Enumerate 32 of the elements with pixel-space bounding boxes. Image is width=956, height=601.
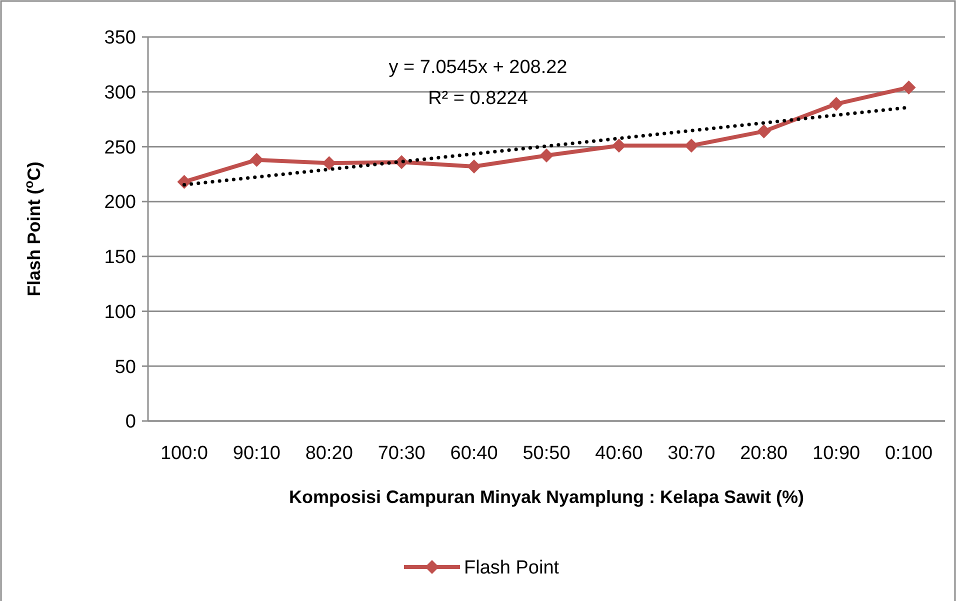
point — [540, 148, 554, 162]
x-tick-label: 60:40 — [450, 443, 498, 464]
x-axis-title: Komposisi Campuran Minyak Nyamplung : Kelapa Sawit (%) — [288, 487, 804, 507]
point — [612, 138, 626, 153]
y-tick-label: 100 — [104, 302, 136, 323]
x-tick-label: 0:100 — [885, 443, 933, 464]
x-tick-label: 30:70 — [668, 443, 716, 464]
point — [467, 159, 482, 174]
point — [902, 80, 916, 94]
x-tick-label: 80:20 — [305, 443, 353, 464]
y-tick-label: 350 — [104, 28, 136, 49]
x-tick-label: 20:80 — [740, 443, 788, 464]
y-tick-label: 250 — [104, 137, 136, 158]
y-tick-label: 0 — [125, 412, 136, 433]
y-tick-label: 50 — [114, 356, 136, 378]
x-tick-label: 50:50 — [522, 443, 570, 464]
x-tick-label: 10:90 — [812, 443, 860, 464]
point — [829, 96, 844, 111]
y-tick-label: 200 — [104, 192, 136, 214]
point — [756, 124, 771, 138]
x-tick-label: 40:60 — [595, 443, 643, 464]
legend-label: Flash Point — [464, 558, 560, 579]
y-tick-label: 300 — [104, 82, 136, 104]
x-tick-label: 90:10 — [232, 443, 280, 464]
annotation: y = 7.0545x + 208.22 — [388, 57, 568, 78]
y-tick-label: 150 — [104, 247, 136, 268]
point — [684, 138, 698, 153]
annotation: R² = 0.8224 — [428, 88, 528, 109]
point — [250, 152, 264, 167]
x-tick-label: 100:0 — [160, 443, 208, 464]
point — [322, 156, 336, 170]
x-tick-label: 70:30 — [378, 443, 426, 464]
